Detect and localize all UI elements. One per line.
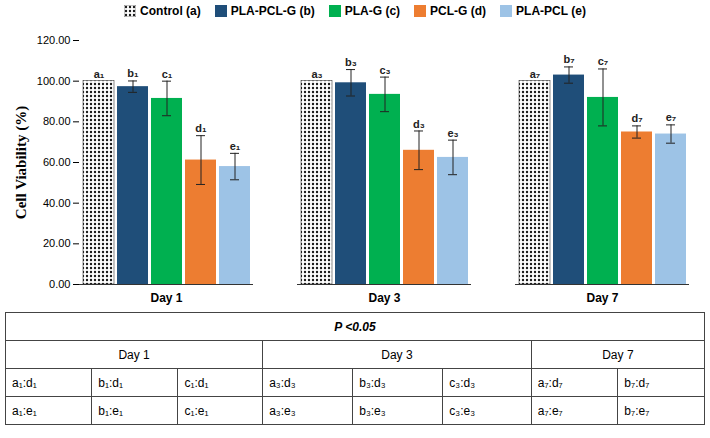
html-text:PLA-G (c): PLA-G (c) xyxy=(344,4,401,18)
svg-text:c₃: c₃ xyxy=(379,64,390,76)
svg-text:d₃: d₃ xyxy=(413,118,425,130)
html-text:c₃:e₃: c₃:e₃ xyxy=(449,403,476,418)
html-text:b₃:d₃: b₃:d₃ xyxy=(359,375,386,390)
svg-text:100.00: 100.00 xyxy=(37,75,71,87)
svg-text:40.00: 40.00 xyxy=(43,197,71,209)
svg-text:c₇: c₇ xyxy=(598,55,609,67)
svg-text:120.00: 120.00 xyxy=(37,34,71,46)
svg-text:b₃: b₃ xyxy=(345,56,357,68)
html-text:Control (a): Control (a) xyxy=(140,4,201,18)
html-text:PLA-PCL-G (b): PLA-PCL-G (b) xyxy=(230,4,315,18)
svg-text:60.00: 60.00 xyxy=(43,156,71,168)
svg-text:e₁: e₁ xyxy=(230,140,241,152)
html-text:PLA-PCL (e): PLA-PCL (e) xyxy=(516,4,586,18)
html-text:b₃:e₃: b₃:e₃ xyxy=(359,403,386,418)
svg-text:b₁: b₁ xyxy=(127,67,139,79)
html-text:c₃:d₃: c₃:d₃ xyxy=(449,375,476,390)
svg-text:0.00: 0.00 xyxy=(49,278,70,290)
html-text:a₃:e₃: a₃:e₃ xyxy=(269,403,296,418)
html-text:PCL-G (d): PCL-G (d) xyxy=(430,4,487,18)
html-text:b₇:d₇: b₇:d₇ xyxy=(624,375,650,390)
svg-text:Cell Viability (%): Cell Viability (%) xyxy=(13,106,30,219)
svg-text:80.00: 80.00 xyxy=(43,115,71,127)
svg-text:a₁: a₁ xyxy=(94,68,105,80)
html-text:a₃:d₃: a₃:d₃ xyxy=(269,375,296,390)
svg-text:20.00: 20.00 xyxy=(43,237,71,249)
svg-text:Day 7: Day 7 xyxy=(586,291,618,305)
svg-text:Day 3: Day 3 xyxy=(368,291,400,305)
html-text:b₁:e₁: b₁:e₁ xyxy=(98,403,123,418)
svg-text:b₇: b₇ xyxy=(563,53,574,65)
html-text:a₇:e₇: a₇:e₇ xyxy=(537,403,563,418)
html-text:b₁:d₁: b₁:d₁ xyxy=(98,375,123,390)
html-text:a₇:d₇: a₇:d₇ xyxy=(537,375,563,390)
svg-text:d₇: d₇ xyxy=(631,112,642,124)
svg-text:a₇: a₇ xyxy=(530,68,541,80)
html-text:a₁:d₁: a₁:d₁ xyxy=(12,375,37,390)
html-text:b₇:e₇: b₇:e₇ xyxy=(624,403,650,418)
svg-text:d₁: d₁ xyxy=(195,122,207,134)
svg-text:Day 1: Day 1 xyxy=(150,291,182,305)
html-text:c₁:d₁: c₁:d₁ xyxy=(184,375,209,390)
svg-text:a₃: a₃ xyxy=(311,68,322,80)
html-text:Day 7: Day 7 xyxy=(602,347,634,362)
svg-text:c₁: c₁ xyxy=(162,68,173,80)
html-text:Day 1: Day 1 xyxy=(118,347,150,362)
html-text:Day 3: Day 3 xyxy=(381,347,413,362)
svg-text:e₃: e₃ xyxy=(447,127,458,139)
html-text:P <0.05: P <0.05 xyxy=(334,319,376,334)
svg-text:e₇: e₇ xyxy=(666,111,677,123)
html-text:a₁:e₁: a₁:e₁ xyxy=(12,403,37,418)
html-text:c₁:e₁: c₁:e₁ xyxy=(184,403,209,418)
